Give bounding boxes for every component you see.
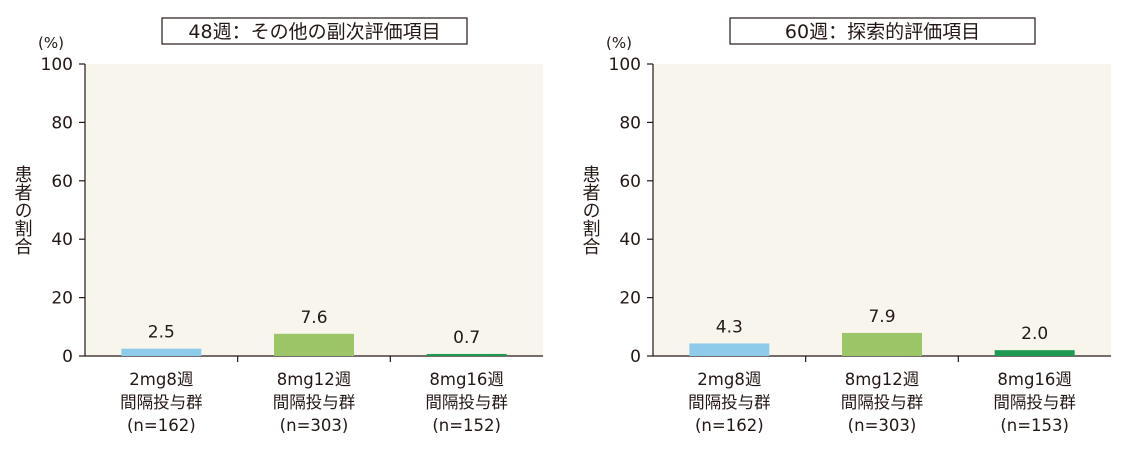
x-tick-label: 間隔投与群 [841, 393, 924, 412]
x-tick-label: 8mg16週 [997, 370, 1072, 389]
chart-title-box [161, 17, 468, 45]
x-tick-label: (n=162) [127, 416, 196, 435]
x-tick-label: 間隔投与群 [120, 393, 203, 412]
x-tick-label: 8mg12週 [277, 370, 352, 389]
y-tick-label: 80 [619, 113, 641, 133]
bar [426, 353, 507, 356]
x-tick-label: (n=152) [432, 416, 501, 435]
x-tick-label: (n=303) [848, 416, 917, 435]
chart-title-box [729, 17, 1036, 45]
y-unit-label: (%) [606, 34, 632, 52]
x-tick-label: 間隔投与群 [273, 393, 356, 412]
y-axis-label: 患者の割合 [580, 165, 601, 255]
x-tick-label: (n=162) [695, 416, 764, 435]
y-tick-label: 100 [609, 55, 641, 75]
bar [689, 343, 770, 356]
y-unit-label: (%) [38, 34, 64, 52]
x-tick-label: 間隔投与群 [425, 393, 508, 412]
data-label: 7.9 [868, 307, 895, 327]
chart-title: 48週：その他の副次評価項目 [188, 21, 440, 43]
x-tick-label: 間隔投与群 [688, 393, 771, 412]
y-tick-label: 60 [619, 172, 641, 192]
x-tick-label: 間隔投与群 [993, 393, 1076, 412]
plot-area [653, 64, 1111, 356]
x-tick-label: (n=153) [1000, 416, 1069, 435]
bar [274, 333, 354, 356]
data-label: 2.5 [148, 323, 175, 343]
bar [842, 332, 922, 356]
y-tick-label: 40 [51, 230, 73, 250]
data-label: 7.6 [300, 308, 327, 328]
x-tick-label: 2mg8週 [697, 370, 761, 389]
chart-title: 60週：探索的評価項目 [785, 21, 980, 43]
x-tick-label: 2mg8週 [129, 370, 193, 389]
data-label: 2.0 [1021, 324, 1048, 344]
chart-1: 48週：その他の副次評価項目 (%) 患者の割合 0 20 40 60 80 100 2.5 2mg… [12, 17, 543, 435]
plot-area [85, 64, 543, 356]
chart-2: 60週：探索的評価項目 (%) 患者の割合 0 20 40 60 80 100 4.3 2mg8週間… [580, 17, 1111, 435]
y-tick-label: 0 [62, 347, 73, 367]
y-tick-label: 60 [51, 172, 73, 192]
x-tick-label: 8mg12週 [845, 370, 920, 389]
x-tick-label: 8mg16週 [429, 370, 504, 389]
y-tick-label: 20 [51, 289, 73, 309]
bar [994, 350, 1075, 356]
y-tick-label: 40 [619, 230, 641, 250]
x-tick-label: (n=303) [280, 416, 349, 435]
y-tick-label: 80 [51, 113, 73, 133]
bar [121, 348, 202, 356]
y-axis-label: 患者の割合 [12, 165, 33, 255]
y-tick-label: 0 [630, 347, 641, 367]
y-tick-label: 100 [41, 55, 73, 75]
data-label: 4.3 [716, 317, 743, 337]
y-tick-label: 20 [619, 289, 641, 309]
data-label: 0.7 [453, 328, 480, 348]
